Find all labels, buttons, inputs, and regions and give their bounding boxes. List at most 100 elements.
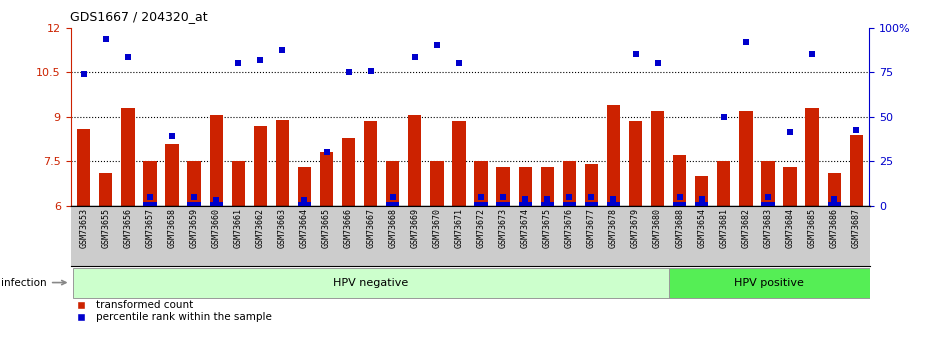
Bar xyxy=(629,121,642,206)
Text: GSM73671: GSM73671 xyxy=(454,208,463,248)
Bar xyxy=(452,121,465,206)
Point xyxy=(739,40,754,45)
Text: GDS1667 / 204320_at: GDS1667 / 204320_at xyxy=(70,10,208,23)
Text: GSM73685: GSM73685 xyxy=(807,208,817,248)
Bar xyxy=(519,202,532,206)
Point xyxy=(407,55,422,60)
Bar xyxy=(121,108,134,206)
Bar xyxy=(210,115,223,206)
Bar xyxy=(806,108,819,206)
Point xyxy=(474,194,489,200)
Text: GSM73676: GSM73676 xyxy=(565,208,573,248)
Text: GSM73673: GSM73673 xyxy=(498,208,508,248)
Point xyxy=(628,52,643,57)
Point xyxy=(341,69,356,75)
Text: GSM73654: GSM73654 xyxy=(697,208,706,248)
Point xyxy=(518,196,533,201)
Bar xyxy=(651,111,665,206)
Point xyxy=(584,194,599,200)
Bar xyxy=(563,161,576,206)
Point xyxy=(143,194,158,200)
Text: GSM73667: GSM73667 xyxy=(367,208,375,248)
Text: GSM73656: GSM73656 xyxy=(123,208,133,248)
Point xyxy=(805,52,820,57)
Bar xyxy=(386,161,400,206)
Bar xyxy=(761,161,775,206)
Text: GSM73664: GSM73664 xyxy=(300,208,309,248)
Point xyxy=(274,47,290,53)
Text: GSM73684: GSM73684 xyxy=(786,208,794,248)
Bar xyxy=(475,202,488,206)
Bar xyxy=(585,202,598,206)
Bar xyxy=(540,202,554,206)
Text: GSM73663: GSM73663 xyxy=(278,208,287,248)
Bar xyxy=(668,268,870,298)
Text: GSM73677: GSM73677 xyxy=(587,208,596,248)
Point xyxy=(451,60,466,66)
Legend: transformed count, percentile rank within the sample: transformed count, percentile rank withi… xyxy=(70,300,272,322)
Text: GSM73662: GSM73662 xyxy=(256,208,265,248)
Bar xyxy=(431,161,444,206)
Point xyxy=(495,194,510,200)
Bar xyxy=(298,167,311,206)
Text: GSM73660: GSM73660 xyxy=(212,208,221,248)
Bar xyxy=(540,167,554,206)
Point xyxy=(695,196,710,201)
Text: GSM73672: GSM73672 xyxy=(477,208,486,248)
Text: GSM73674: GSM73674 xyxy=(521,208,529,248)
Bar xyxy=(187,161,201,206)
Bar xyxy=(165,144,179,206)
Bar xyxy=(386,202,400,206)
Bar xyxy=(519,167,532,206)
Bar xyxy=(585,164,598,206)
Point xyxy=(230,60,245,66)
Bar xyxy=(673,156,686,206)
Point xyxy=(120,55,135,60)
Text: GSM73657: GSM73657 xyxy=(146,208,154,248)
Bar xyxy=(827,173,840,206)
Point xyxy=(849,127,864,133)
Text: GSM73653: GSM73653 xyxy=(79,208,88,248)
Point xyxy=(319,150,334,155)
Text: GSM73679: GSM73679 xyxy=(631,208,640,248)
Bar xyxy=(408,115,421,206)
Text: GSM73682: GSM73682 xyxy=(742,208,750,248)
Point xyxy=(186,194,201,200)
Bar xyxy=(187,202,201,206)
Point xyxy=(297,197,312,203)
Text: GSM73688: GSM73688 xyxy=(675,208,684,248)
Point xyxy=(540,196,555,201)
Bar xyxy=(783,167,797,206)
Bar xyxy=(475,161,488,206)
Bar xyxy=(77,129,90,206)
Bar xyxy=(673,202,686,206)
Text: GSM73681: GSM73681 xyxy=(719,208,728,248)
Text: HPV negative: HPV negative xyxy=(333,278,408,288)
Text: GSM73669: GSM73669 xyxy=(411,208,419,248)
Point xyxy=(716,114,731,119)
Text: GSM73658: GSM73658 xyxy=(167,208,177,248)
Bar xyxy=(72,268,668,298)
Bar xyxy=(320,152,333,206)
Bar xyxy=(298,202,311,206)
Text: GSM73661: GSM73661 xyxy=(234,208,243,248)
Text: GSM73670: GSM73670 xyxy=(432,208,442,248)
Text: GSM73655: GSM73655 xyxy=(102,208,110,248)
Point xyxy=(782,129,797,135)
Bar xyxy=(827,202,840,206)
Bar xyxy=(850,135,863,206)
Bar xyxy=(563,202,576,206)
Point xyxy=(209,197,224,203)
Text: GSM73678: GSM73678 xyxy=(609,208,618,248)
Bar xyxy=(231,161,244,206)
Point xyxy=(650,60,666,66)
Bar xyxy=(496,202,509,206)
Bar xyxy=(761,202,775,206)
Bar xyxy=(696,202,709,206)
Bar xyxy=(607,105,620,206)
Text: GSM73686: GSM73686 xyxy=(830,208,838,248)
Point xyxy=(99,37,114,42)
Point xyxy=(385,194,400,200)
Point xyxy=(363,68,378,73)
Point xyxy=(430,43,445,48)
